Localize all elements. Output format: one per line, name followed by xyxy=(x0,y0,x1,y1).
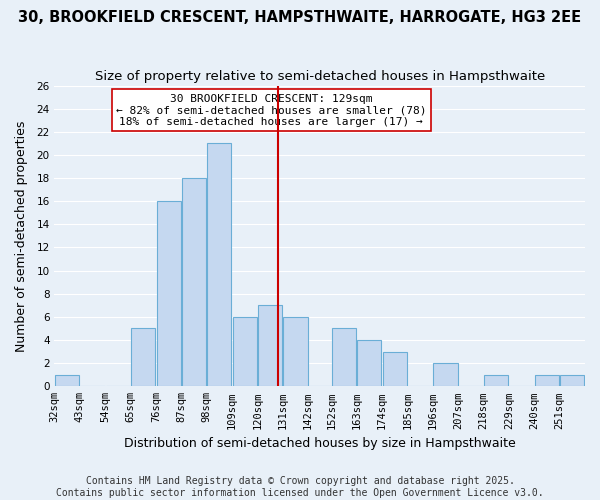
Text: 30, BROOKFIELD CRESCENT, HAMPSTHWAITE, HARROGATE, HG3 2EE: 30, BROOKFIELD CRESCENT, HAMPSTHWAITE, H… xyxy=(19,10,581,25)
X-axis label: Distribution of semi-detached houses by size in Hampsthwaite: Distribution of semi-detached houses by … xyxy=(124,437,515,450)
Bar xyxy=(283,317,308,386)
Bar xyxy=(357,340,382,386)
Y-axis label: Number of semi-detached properties: Number of semi-detached properties xyxy=(15,120,28,352)
Text: Contains HM Land Registry data © Crown copyright and database right 2025.
Contai: Contains HM Land Registry data © Crown c… xyxy=(56,476,544,498)
Bar xyxy=(55,374,79,386)
Bar xyxy=(157,201,181,386)
Bar xyxy=(258,306,282,386)
Bar xyxy=(383,352,407,386)
Title: Size of property relative to semi-detached houses in Hampsthwaite: Size of property relative to semi-detach… xyxy=(95,70,545,83)
Bar xyxy=(233,317,257,386)
Bar xyxy=(332,328,356,386)
Bar xyxy=(207,144,232,386)
Bar xyxy=(560,374,584,386)
Text: 30 BROOKFIELD CRESCENT: 129sqm
← 82% of semi-detached houses are smaller (78)
18: 30 BROOKFIELD CRESCENT: 129sqm ← 82% of … xyxy=(116,94,427,127)
Bar xyxy=(484,374,508,386)
Bar xyxy=(535,374,559,386)
Bar xyxy=(182,178,206,386)
Bar xyxy=(131,328,155,386)
Bar xyxy=(433,363,458,386)
